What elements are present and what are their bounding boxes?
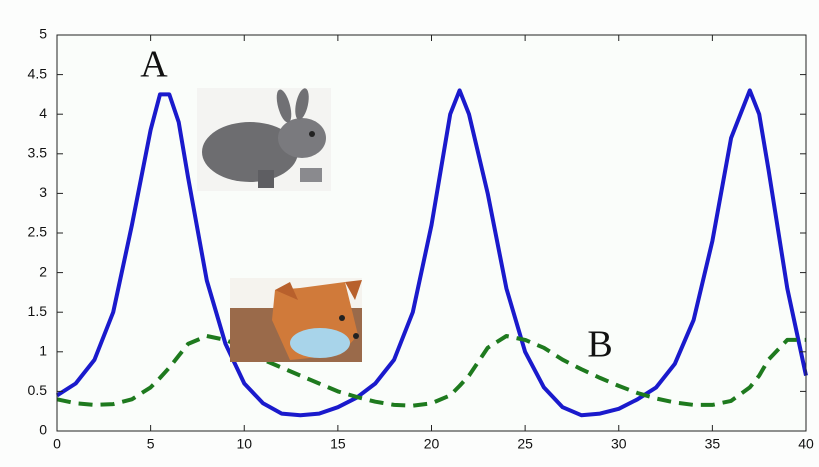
y-tick-label: 1 xyxy=(39,343,47,359)
x-tick-label: 0 xyxy=(53,436,61,452)
x-tick-label: 25 xyxy=(517,436,533,452)
y-tick-label: 2.5 xyxy=(28,224,48,240)
y-tick-label: 3 xyxy=(39,184,47,200)
y-tick-label: 4.5 xyxy=(28,65,48,81)
fox-image xyxy=(230,278,362,362)
y-tick-label: 1.5 xyxy=(28,303,48,319)
x-tick-label: 15 xyxy=(330,436,346,452)
x-tick-label: 5 xyxy=(147,436,155,452)
y-tick-label: 0.5 xyxy=(28,382,48,398)
annotation: A xyxy=(140,44,168,86)
x-tick-label: 40 xyxy=(798,436,814,452)
rabbit-image xyxy=(197,88,331,191)
x-tick-label: 35 xyxy=(705,436,721,452)
series-line xyxy=(56,334,806,408)
y-tick-label: 2 xyxy=(39,263,47,279)
y-tick-label: 4 xyxy=(39,105,47,121)
marks xyxy=(55,88,808,418)
y-tick-label: 5 xyxy=(39,26,47,42)
x-tick-label: 20 xyxy=(424,436,440,452)
annotation: B xyxy=(587,324,612,366)
x-tick-label: 10 xyxy=(236,436,252,452)
series-line xyxy=(55,88,808,418)
y-tick-label: 3.5 xyxy=(28,145,48,161)
x-tick-label: 30 xyxy=(611,436,627,452)
y-tick-label: 0 xyxy=(39,422,47,438)
